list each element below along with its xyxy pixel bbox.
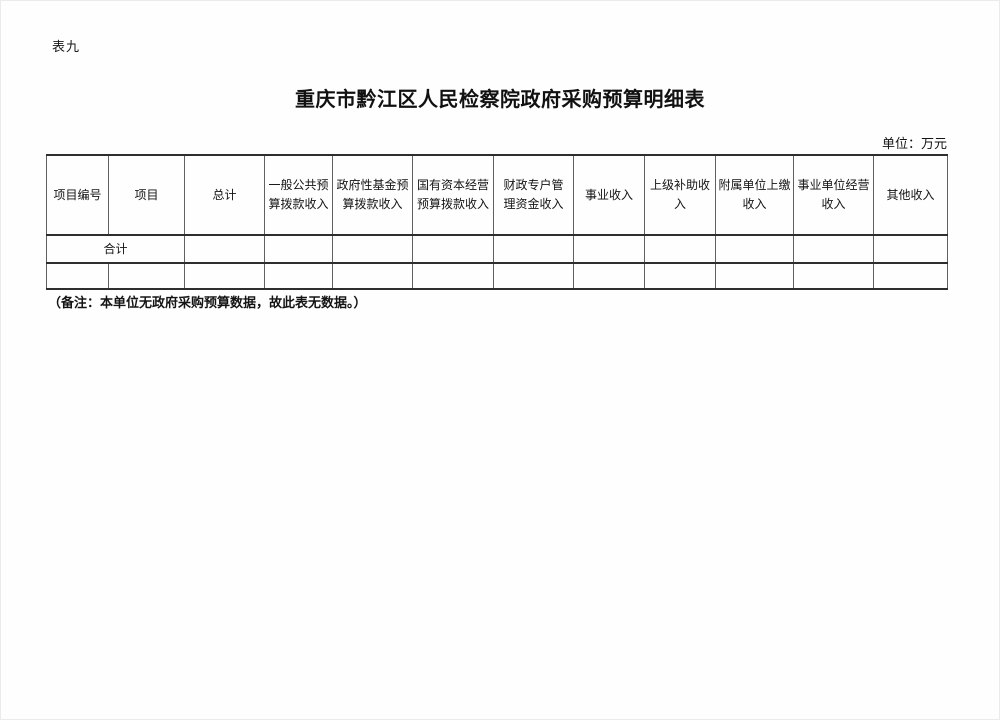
table-cell (184, 234, 265, 264)
column-header-affiliate-income: 附属单位上缴 收入 (715, 154, 794, 236)
column-header-project-id: 项目编号 (46, 154, 109, 236)
table-cell (873, 234, 948, 264)
column-header-operation-income: 事业收入 (573, 154, 645, 236)
column-header-other-income: 其他收入 (873, 154, 948, 236)
page-title: 重庆市黔江区人民检察院政府采购预算明细表 (295, 89, 705, 111)
table-row-empty (46, 262, 948, 290)
column-header-total: 总计 (184, 154, 265, 236)
table-cell (715, 262, 794, 290)
table-cell (644, 262, 716, 290)
budget-table: 项目编号 项目 总计 一般公共预 算拨款收入 政府性基金预 算拨款收入 国有资本… (46, 154, 948, 290)
table-cell (793, 234, 874, 264)
column-header-superior-subsidy: 上级补助收 入 (644, 154, 716, 236)
column-header-project: 项目 (108, 154, 185, 236)
total-row-label: 合计 (46, 234, 185, 264)
column-header-gov-fund: 政府性基金预 算拨款收入 (332, 154, 413, 236)
table-cell (412, 262, 494, 290)
column-header-business-income: 事业单位经营 收入 (793, 154, 874, 236)
column-header-general-budget: 一般公共预 算拨款收入 (264, 154, 333, 236)
header-row: 项目编号 项目 总计 一般公共预 算拨款收入 政府性基金预 算拨款收入 国有资本… (46, 154, 948, 236)
table-row-total: 合计 (46, 234, 948, 264)
table-cell (715, 234, 794, 264)
table-cell (332, 262, 413, 290)
table-cell (264, 234, 333, 264)
table-number-label: 表九 (52, 39, 81, 54)
table-cell (493, 262, 574, 290)
table-cell (873, 262, 948, 290)
table-cell (412, 234, 494, 264)
table-cell (264, 262, 333, 290)
table-cell (108, 262, 185, 290)
footnote: （备注：本单位无政府采购预算数据，故此表无数据。） (48, 295, 367, 310)
table-cell (644, 234, 716, 264)
table-cell (493, 234, 574, 264)
table-cell (793, 262, 874, 290)
column-header-state-capital: 国有资本经营 预算拨款收入 (412, 154, 494, 236)
unit-note: 单位：万元 (881, 136, 947, 151)
table-cell (573, 234, 645, 264)
table-cell (184, 262, 265, 290)
table-cell (46, 262, 109, 290)
column-header-fiscal-account: 财政专户管 理资金收入 (493, 154, 574, 236)
table-cell (332, 234, 413, 264)
table-cell (573, 262, 645, 290)
